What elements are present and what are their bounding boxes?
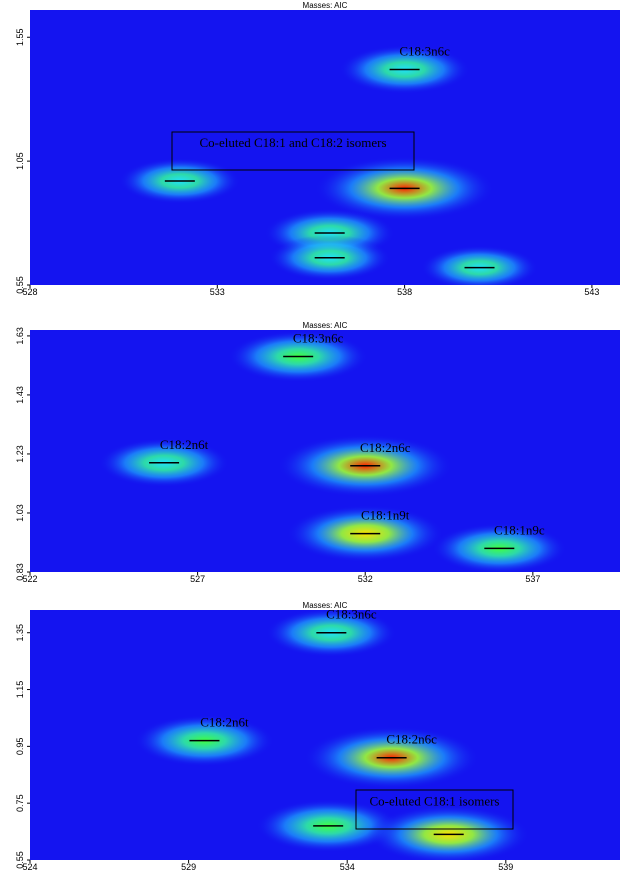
- y-tick-label: 1.55: [15, 28, 25, 46]
- y-tick-label: 0.75: [15, 794, 25, 812]
- x-tick-label: 524: [22, 862, 37, 872]
- peak-label: C18:1n9c: [494, 522, 545, 537]
- x-tick-label: 533: [210, 287, 225, 297]
- chart-title: Masses: AIC: [303, 321, 348, 330]
- x-tick-label: 527: [190, 574, 205, 584]
- x-tick-label: 522: [22, 574, 37, 584]
- x-tick-label: 543: [584, 287, 599, 297]
- peak: [266, 610, 397, 658]
- x-tick-label: 528: [22, 287, 37, 297]
- y-tick-label: 0.83: [15, 563, 25, 581]
- x-tick-label: 539: [498, 862, 513, 872]
- annotation-box: [171, 131, 415, 171]
- y-tick-label: 1.15: [15, 681, 25, 699]
- y-tick-label: 1.35: [15, 624, 25, 642]
- peak: [421, 245, 539, 285]
- peaks: [134, 610, 530, 860]
- peak-label: C18:2n6c: [360, 440, 411, 455]
- peaks: [98, 330, 567, 572]
- peak: [367, 805, 530, 860]
- peak-label: C18:2n6c: [386, 732, 437, 747]
- y-tick-label: 1.63: [15, 327, 25, 345]
- annotation: Co-eluted C18:1 and C18:2 isomers: [199, 135, 386, 150]
- peak-label: C18:2n6t: [200, 715, 249, 730]
- x-tick-label: 532: [358, 574, 373, 584]
- peak-label: C18:1n9t: [361, 508, 410, 523]
- chart-title: Masses: AIC: [303, 1, 348, 10]
- peaks: [119, 45, 539, 285]
- y-tick-label: 1.03: [15, 504, 25, 522]
- annotation: Co-eluted C18:1 isomers: [370, 794, 500, 809]
- peak-label: C18:2n6t: [160, 437, 209, 452]
- x-tick-label: 538: [397, 287, 412, 297]
- x-tick-label: 534: [340, 862, 355, 872]
- y-tick-label: 1.05: [15, 152, 25, 170]
- y-tick-label: 1.43: [15, 386, 25, 404]
- peak-label: C18:3n6c: [399, 43, 450, 58]
- y-tick-label: 0.55: [15, 851, 25, 869]
- peak-label: C18:3n6c: [293, 331, 344, 346]
- y-tick-label: 0.55: [15, 276, 25, 294]
- x-tick-label: 537: [525, 574, 540, 584]
- chart-title: Masses: AIC: [303, 601, 348, 610]
- x-tick-label: 529: [181, 862, 196, 872]
- y-tick-label: 1.23: [15, 445, 25, 463]
- peak-label: C18:3n6c: [326, 607, 377, 622]
- annotation-box: [355, 789, 514, 830]
- y-tick-label: 0.95: [15, 738, 25, 756]
